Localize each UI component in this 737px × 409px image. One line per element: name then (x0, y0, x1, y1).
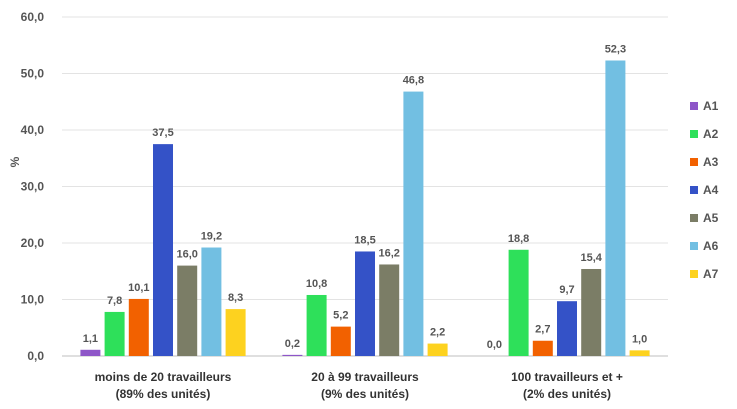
value-label: 15,4 (580, 252, 602, 264)
bars (80, 60, 650, 356)
value-label: 52,3 (605, 44, 626, 56)
bar-a7 (629, 350, 650, 356)
bar-a2 (508, 249, 529, 356)
bar-a5 (177, 265, 198, 356)
legend-swatch (690, 186, 698, 194)
legend-label: A2 (703, 127, 719, 141)
category-label: moins de 20 travailleurs (95, 370, 232, 384)
bar-a3 (532, 340, 553, 356)
bar-a7 (225, 309, 246, 356)
legend-swatch (690, 270, 698, 278)
value-label: 2,2 (430, 327, 445, 339)
bar-a3 (330, 326, 351, 356)
y-tick-label: 30,0 (21, 180, 45, 194)
legend-swatch (690, 102, 698, 110)
category-labels: moins de 20 travailleurs (89% des unités)… (95, 370, 623, 401)
bar-a1 (282, 354, 303, 356)
legend: A1 A2 A3 A4 A5 A6 A7 (690, 99, 719, 281)
legend-label: A6 (703, 239, 719, 253)
value-label: 10,8 (306, 278, 327, 290)
legend-label: A3 (703, 155, 719, 169)
value-labels: 1,17,810,137,516,019,28,30,210,85,218,51… (83, 44, 647, 351)
bar-a6 (605, 60, 626, 356)
value-label: 46,8 (403, 75, 424, 87)
value-label: 5,2 (333, 310, 348, 322)
bar-a4 (153, 144, 173, 356)
value-label: 9,7 (559, 284, 574, 296)
value-label: 16,0 (176, 249, 197, 261)
bar-a6 (403, 91, 424, 356)
y-axis-label: % (8, 156, 22, 167)
value-label: 0,0 (487, 339, 502, 351)
bar-a2 (306, 294, 327, 356)
value-label: 0,2 (285, 338, 300, 350)
legend-label: A1 (703, 99, 719, 113)
bar-a3 (128, 298, 149, 356)
value-label: 37,5 (152, 127, 173, 139)
bar-a4 (355, 251, 375, 356)
y-tick-label: 0,0 (27, 349, 44, 363)
y-axis-ticks: 0,0 10,0 20,0 30,0 40,0 50,0 60,0 (21, 10, 45, 363)
y-tick-label: 20,0 (21, 236, 45, 250)
bar-a6 (201, 247, 222, 356)
bar-a7 (427, 343, 448, 356)
value-label: 8,3 (228, 292, 243, 304)
legend-swatch (690, 214, 698, 222)
category-label: (9% des unités) (321, 387, 409, 401)
legend-swatch (690, 130, 698, 138)
category-label: 100 travailleurs et + (511, 370, 623, 384)
y-tick-label: 40,0 (21, 123, 45, 137)
bar-a4 (557, 301, 577, 356)
legend-label: A7 (703, 267, 719, 281)
value-label: 2,7 (535, 324, 550, 336)
value-label: 1,0 (632, 333, 647, 345)
value-label: 18,8 (508, 233, 529, 245)
bar-a1 (80, 349, 101, 356)
bar-a5 (581, 268, 602, 356)
value-label: 16,2 (378, 247, 399, 259)
legend-swatch (690, 242, 698, 250)
value-label: 7,8 (107, 295, 122, 307)
y-tick-label: 60,0 (21, 10, 45, 24)
legend-label: A4 (703, 183, 719, 197)
legend-swatch (690, 158, 698, 166)
bar-a2 (104, 311, 125, 356)
value-label: 18,5 (354, 234, 375, 246)
bar-a5 (379, 264, 400, 356)
y-tick-label: 50,0 (21, 67, 45, 81)
category-label: (89% des unités) (116, 387, 211, 401)
y-tick-label: 10,0 (21, 293, 45, 307)
legend-label: A5 (703, 211, 719, 225)
value-label: 19,2 (201, 231, 222, 243)
category-label: (2% des unités) (523, 387, 611, 401)
category-label: 20 à 99 travailleurs (311, 370, 419, 384)
value-label: 10,1 (128, 282, 149, 294)
value-label: 1,1 (83, 333, 98, 345)
